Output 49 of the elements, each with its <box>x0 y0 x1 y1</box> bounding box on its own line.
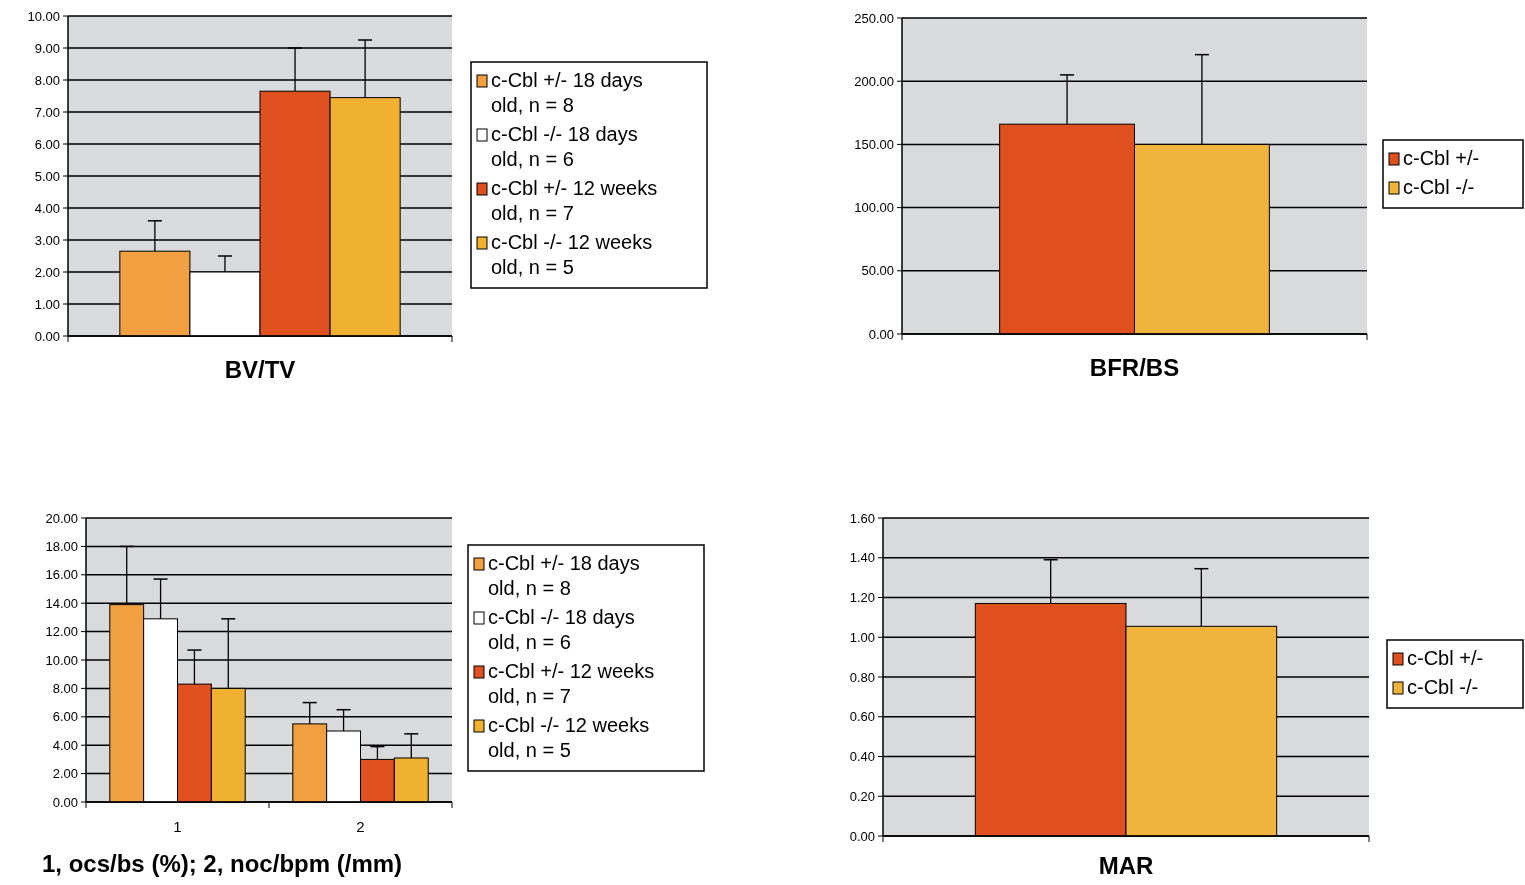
y-tick-label: 4.00 <box>34 200 60 216</box>
y-tick-label: 16.00 <box>45 567 78 583</box>
y-tick-label: 250.00 <box>854 10 894 26</box>
y-tick-label: 5.00 <box>34 168 60 184</box>
y-tick-label: 1.00 <box>849 629 875 645</box>
y-tick-label: 0.00 <box>868 326 894 342</box>
legend-label: c-Cbl -/- <box>1403 176 1475 198</box>
y-tick-label: 18.00 <box>45 538 78 554</box>
legend-label: c-Cbl -/- 12 weeks old, n = 5 <box>491 231 653 278</box>
y-tick-label: 4.00 <box>52 737 78 753</box>
x-tick-label: 1 <box>173 818 182 835</box>
y-tick-label: 0.40 <box>849 749 875 765</box>
y-tick-label: 8.00 <box>34 72 60 88</box>
legend-label: c-Cbl +/- <box>1403 147 1480 169</box>
x-tick-label: 2 <box>356 818 365 835</box>
y-tick-label: 12.00 <box>45 624 78 640</box>
x-axis-title: BV/TV <box>224 356 296 383</box>
y-tick-label: 10.00 <box>27 8 60 24</box>
y-tick-label: 1.40 <box>849 550 875 566</box>
y-tick-label: 0.00 <box>34 328 60 344</box>
y-tick-label: 20.00 <box>45 510 78 526</box>
y-tick-label: 0.60 <box>849 709 875 725</box>
legend-label: c-Cbl -/- 12 weeks old, n = 5 <box>488 714 650 761</box>
y-tick-label: 0.20 <box>849 788 875 804</box>
y-tick-label: 0.80 <box>849 669 875 685</box>
y-tick-label: 8.00 <box>52 680 78 696</box>
legend-label: c-Cbl -/- <box>1407 676 1479 698</box>
x-axis-title: BFR/BS <box>1089 354 1180 381</box>
y-tick-label: 50.00 <box>861 263 894 279</box>
y-tick-label: 150.00 <box>854 136 894 152</box>
legend-label: c-Cbl +/- <box>1407 647 1484 669</box>
y-tick-label: 1.00 <box>34 296 60 312</box>
y-tick-label: 1.20 <box>849 590 875 606</box>
y-tick-label: 10.00 <box>45 652 78 668</box>
y-tick-label: 9.00 <box>34 40 60 56</box>
y-tick-label: 7.00 <box>34 104 60 120</box>
y-tick-label: 1.60 <box>849 510 875 526</box>
y-tick-label: 6.00 <box>34 136 60 152</box>
y-tick-label: 6.00 <box>52 709 78 725</box>
y-tick-label: 2.00 <box>34 264 60 280</box>
y-tick-label: 3.00 <box>34 232 60 248</box>
y-tick-label: 14.00 <box>45 595 78 611</box>
y-tick-label: 0.00 <box>849 828 875 844</box>
y-tick-label: 2.00 <box>52 766 78 782</box>
x-axis-title: 1, ocs/bs (%); 2, noc/bpm (/mm) <box>42 850 403 877</box>
y-tick-label: 0.00 <box>52 794 78 810</box>
y-tick-label: 200.00 <box>854 73 894 89</box>
x-axis-title: MAR <box>1098 852 1154 879</box>
y-tick-label: 100.00 <box>854 200 894 216</box>
